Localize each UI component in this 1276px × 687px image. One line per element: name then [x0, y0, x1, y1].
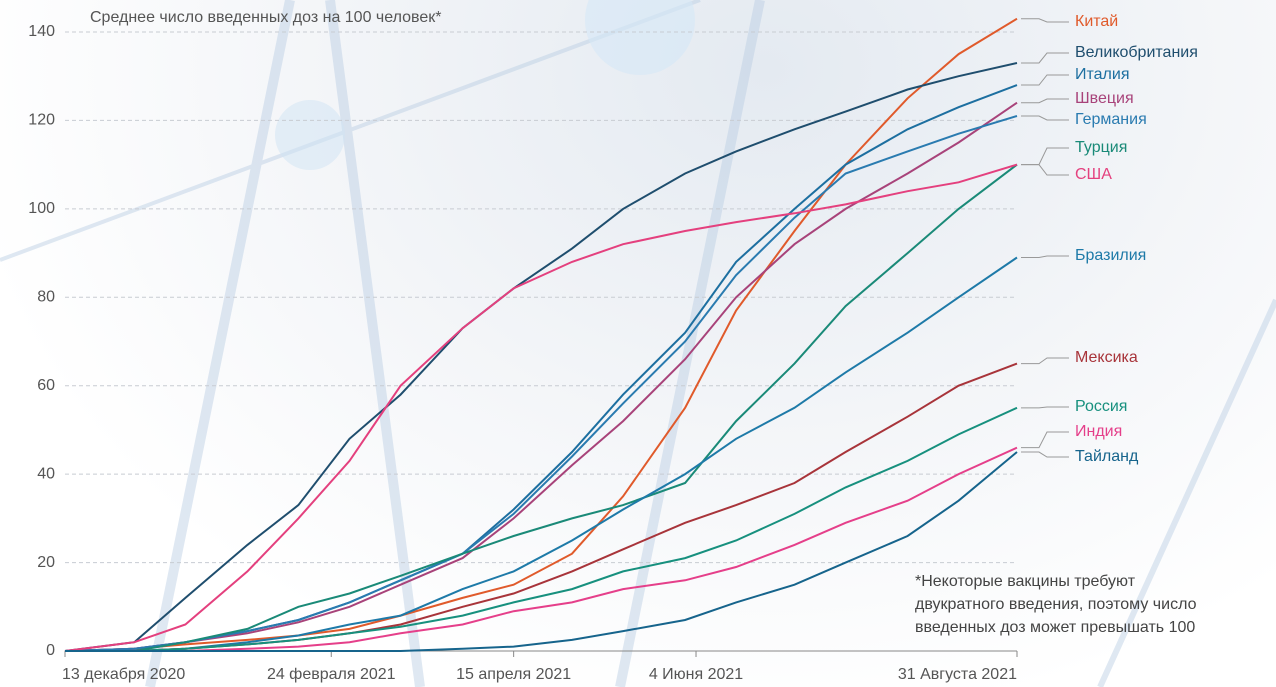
- legend-label: Италия: [1075, 66, 1129, 83]
- series-line: [65, 408, 1017, 651]
- leader-line: [1021, 148, 1069, 165]
- y-tick-label: 20: [37, 554, 55, 571]
- legend-label: Швеция: [1075, 90, 1134, 107]
- leader-line: [1021, 75, 1069, 85]
- legend-label: Россия: [1075, 398, 1127, 415]
- legend-label: Индия: [1075, 423, 1122, 440]
- footnote: двукратного введения, поэтому число: [915, 596, 1197, 613]
- y-tick-label: 120: [28, 112, 55, 129]
- legend-label: Бразилия: [1075, 247, 1146, 264]
- x-tick-label: 15 апреля 2021: [456, 666, 571, 683]
- leader-line: [1021, 53, 1069, 63]
- leader-line: [1021, 432, 1069, 448]
- leader-line: [1021, 19, 1069, 22]
- leader-line: [1021, 99, 1069, 103]
- y-tick-label: 100: [28, 200, 55, 217]
- leader-line: [1021, 452, 1069, 457]
- decor-glow: [275, 100, 345, 170]
- legend-label: Германия: [1075, 111, 1147, 128]
- series-line: [65, 85, 1017, 651]
- chart: Среднее число введенных доз на 100 челов…: [0, 0, 1276, 687]
- page: Среднее число введенных доз на 100 челов…: [0, 0, 1276, 687]
- y-tick-label: 140: [28, 23, 55, 40]
- x-tick-label: 24 февраля 2021: [267, 666, 396, 683]
- leader-line: [1021, 358, 1069, 364]
- x-tick-label: 13 декабря 2020: [62, 666, 185, 683]
- x-tick-label: 31 Августа 2021: [898, 666, 1017, 683]
- legend-label: Мексика: [1075, 349, 1138, 366]
- leader-line: [1021, 165, 1069, 175]
- decor-glow: [585, 0, 695, 75]
- y-tick-label: 0: [46, 642, 55, 659]
- y-tick-label: 80: [37, 289, 55, 306]
- series-line: [65, 258, 1017, 652]
- footnote: введенных доз может превышать 100: [915, 619, 1195, 636]
- chart-title: Среднее число введенных доз на 100 челов…: [90, 9, 441, 26]
- y-tick-label: 60: [37, 377, 55, 394]
- leader-line: [1021, 256, 1069, 257]
- leader-line: [1021, 407, 1069, 408]
- legend-label: Тайланд: [1075, 448, 1139, 465]
- footnote: *Некоторые вакцины требуют: [915, 573, 1136, 590]
- legend-label: Турция: [1075, 139, 1127, 156]
- legend-label: Китай: [1075, 13, 1118, 30]
- legend-label: США: [1075, 166, 1112, 183]
- leader-line: [1021, 116, 1069, 120]
- y-tick-label: 40: [37, 465, 55, 482]
- legend-label: Великобритания: [1075, 44, 1198, 61]
- x-tick-label: 4 Июня 2021: [649, 666, 743, 683]
